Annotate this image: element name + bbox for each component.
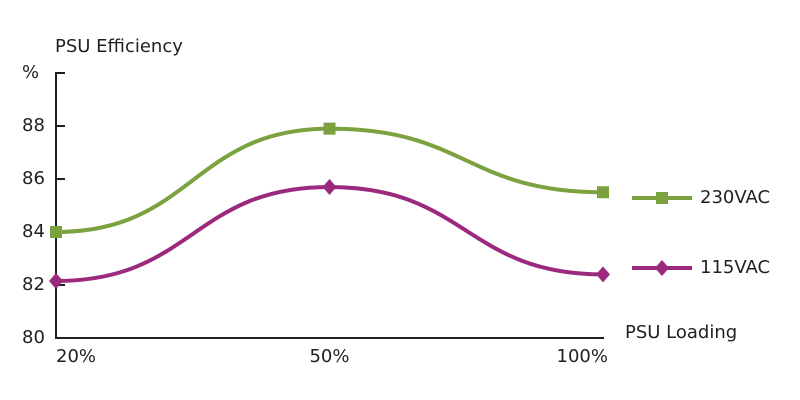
x-axis-label: PSU Loading: [625, 322, 737, 343]
point-marker: [596, 266, 610, 283]
legend-label: 230VAC: [700, 187, 770, 208]
x-tick-label: 100%: [557, 346, 608, 367]
y-tick-label: 86: [22, 168, 45, 189]
legend-marker: [655, 260, 669, 276]
point-marker: [323, 122, 336, 135]
point-marker: [597, 186, 609, 199]
y-tick-label: 88: [22, 115, 45, 136]
point-marker: [49, 273, 63, 290]
x-tick-label: 20%: [56, 346, 96, 367]
series-line: [55, 184, 604, 284]
point-marker: [50, 226, 62, 238]
legend-marker: [656, 192, 668, 204]
chart-title: PSU Efficiency: [55, 36, 183, 57]
legend-label: 115VAC: [700, 257, 770, 278]
y-tick-label: %: [22, 62, 39, 83]
x-tick-label: 50%: [309, 346, 349, 367]
y-tick-label: 80: [22, 327, 45, 348]
point-marker: [322, 178, 337, 195]
y-tick-label: 84: [22, 221, 45, 242]
y-tick-label: 82: [22, 274, 45, 295]
